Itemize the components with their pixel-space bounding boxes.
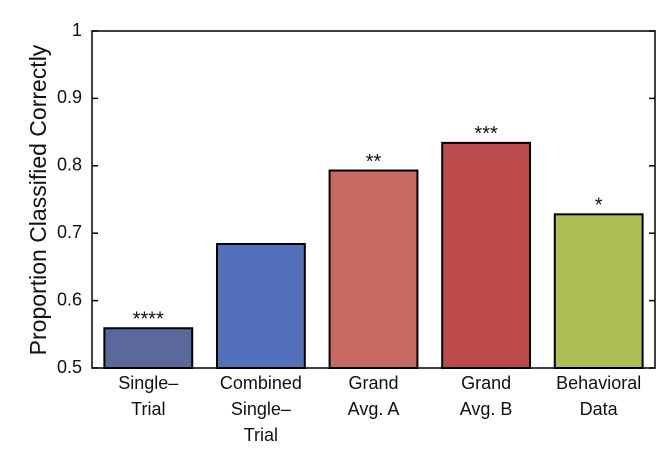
x-tick-label: Grand Avg. B xyxy=(460,373,513,419)
significance-label: **** xyxy=(133,309,164,331)
bar xyxy=(215,242,306,369)
x-tick-label: Combined Single– Trial xyxy=(220,373,302,445)
plot-frame xyxy=(91,30,656,369)
significance-label: ** xyxy=(366,151,382,173)
bar xyxy=(328,169,419,369)
y-axis-label: Proportion Classified Correctly xyxy=(25,44,51,355)
y-tick-label: 0.5 xyxy=(57,357,82,377)
x-tick-label: Single– Trial xyxy=(118,373,178,419)
significance-label: * xyxy=(595,195,603,217)
y-tick-label: 0.9 xyxy=(57,87,82,107)
y-tick-label: 1 xyxy=(72,20,82,40)
x-tick-label: Behavioral Data xyxy=(556,373,641,419)
bar xyxy=(103,327,194,370)
y-tick-label: 0.7 xyxy=(57,222,82,242)
significance-label: *** xyxy=(474,123,498,145)
bar xyxy=(553,213,644,369)
x-tick-label: Grand Avg. A xyxy=(348,373,400,419)
bar xyxy=(441,141,532,369)
y-tick-label: 0.8 xyxy=(57,155,82,175)
y-tick-label: 0.6 xyxy=(57,289,82,309)
